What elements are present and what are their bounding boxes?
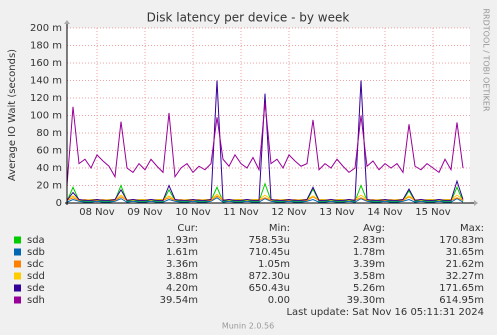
legend-stat: 3.88m [166, 271, 198, 282]
y-tick-label: 80 m [36, 128, 62, 139]
side-label: RRDTOOL / TOBI OETIKER [482, 8, 491, 111]
legend-stat: 758.53u [249, 235, 290, 246]
y-tick-label: 180 m [30, 41, 62, 52]
legend-name: sda [27, 235, 45, 246]
legend-header: Avg: [363, 223, 385, 234]
y-tick-label: 140 m [30, 76, 62, 87]
legend-stat: 3.39m [353, 259, 385, 270]
legend-stat: 1.93m [166, 235, 198, 246]
legend-swatch [14, 272, 21, 280]
x-tick-label: 14 Nov [367, 207, 403, 218]
legend-stat: 39.30m [347, 295, 385, 306]
legend-stat: 1.78m [353, 247, 385, 258]
y-tick-label: 0 [56, 198, 62, 209]
legend-stat: 4.20m [166, 283, 198, 294]
legend-stat: 39.54m [160, 295, 198, 306]
legend-stat: 170.83m [439, 235, 484, 246]
series-line [66, 193, 464, 201]
legend-stat: 3.36m [166, 259, 198, 270]
legend-name: sdd [27, 271, 45, 282]
legend-stat: 0.00 [268, 295, 290, 306]
legend-stat: 1.61m [166, 247, 198, 258]
legend-swatch [14, 260, 21, 268]
y-axis-label: Average IO Wait (seconds) [7, 49, 18, 181]
legend-stat: 31.65m [446, 247, 484, 258]
series-line [66, 80, 464, 201]
y-tick-label: 100 m [30, 111, 62, 122]
legend-stat: 1.05m [258, 259, 290, 270]
y-tick-label: 200 m [30, 23, 62, 34]
y-tick-label: 120 m [30, 93, 62, 104]
x-tick-label: 12 Nov [271, 207, 307, 218]
legend-stat: 614.95m [439, 295, 484, 306]
legend-stat: 872.30u [249, 271, 290, 282]
legend-name: sdh [27, 295, 45, 306]
x-arrow [474, 200, 478, 206]
x-tick-label: 11 Nov [223, 207, 259, 218]
legend-swatch [14, 236, 21, 244]
legend-header: Max: [460, 223, 484, 234]
y-arrow [64, 20, 70, 24]
x-tick-label: 10 Nov [175, 207, 211, 218]
legend-stat: 2.83m [353, 235, 385, 246]
x-tick-label: 15 Nov [415, 207, 451, 218]
legend-stat: 5.26m [353, 283, 385, 294]
legend-stat: 171.65m [439, 283, 484, 294]
series-line [66, 197, 464, 203]
footer: Munin 2.0.56 [222, 322, 274, 331]
legend-stat: 650.43u [249, 283, 290, 294]
legend-swatch [14, 248, 21, 256]
legend-header: Min: [269, 223, 290, 234]
legend-stat: 3.58m [353, 271, 385, 282]
y-tick-label: 60 m [36, 146, 62, 157]
y-tick-label: 20 m [36, 181, 62, 192]
chart-title: Disk latency per device - by week [147, 11, 350, 25]
x-tick-label: 09 Nov [127, 207, 163, 218]
last-update: Last update: Sat Nov 16 05:11:31 2024 [286, 307, 484, 318]
y-tick-label: 160 m [30, 58, 62, 69]
legend-name: sde [27, 283, 45, 294]
series-line [66, 102, 464, 186]
x-tick-label: 08 Nov [79, 207, 115, 218]
legend-stat: 21.62m [446, 259, 484, 270]
legend-name: sdc [27, 259, 44, 270]
legend-stat: 710.45u [249, 247, 290, 258]
legend-swatch [14, 296, 21, 304]
legend-stat: 32.27m [446, 271, 484, 282]
legend-name: sdb [27, 247, 45, 258]
y-tick-label: 40 m [36, 163, 62, 174]
legend-swatch [14, 284, 21, 292]
legend-header: Cur: [177, 223, 198, 234]
x-tick-label: 13 Nov [319, 207, 355, 218]
